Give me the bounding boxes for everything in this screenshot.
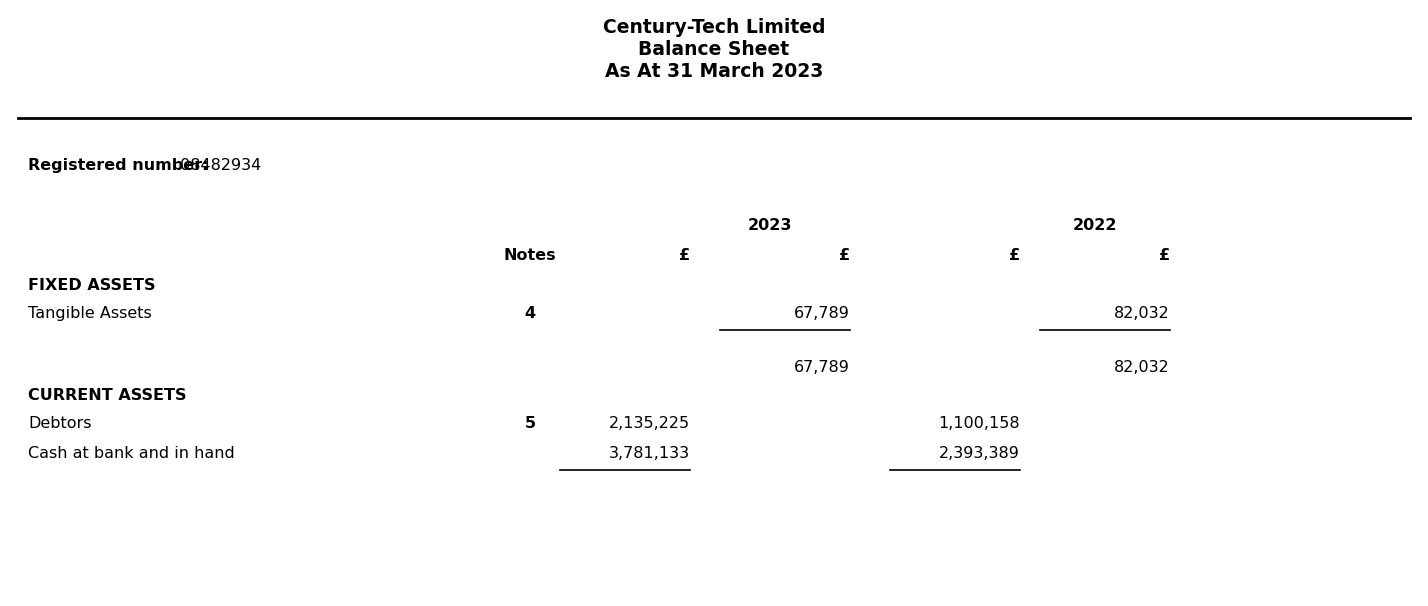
Text: 4: 4 (524, 306, 536, 321)
Text: FIXED ASSETS: FIXED ASSETS (29, 278, 156, 293)
Text: 2,393,389: 2,393,389 (940, 446, 1020, 461)
Text: £: £ (1008, 248, 1020, 263)
Text: £: £ (678, 248, 690, 263)
Text: 08482934: 08482934 (176, 158, 261, 173)
Text: £: £ (838, 248, 850, 263)
Text: Debtors: Debtors (29, 416, 91, 431)
Text: 82,032: 82,032 (1114, 306, 1170, 321)
Text: 2022: 2022 (1072, 218, 1117, 233)
Text: 67,789: 67,789 (794, 306, 850, 321)
Text: £: £ (1158, 248, 1170, 263)
Text: Balance Sheet: Balance Sheet (638, 40, 790, 59)
Text: Tangible Assets: Tangible Assets (29, 306, 151, 321)
Text: 1,100,158: 1,100,158 (938, 416, 1020, 431)
Text: Registered number:: Registered number: (29, 158, 208, 173)
Text: Century-Tech Limited: Century-Tech Limited (603, 18, 825, 37)
Text: 3,781,133: 3,781,133 (608, 446, 690, 461)
Text: 67,789: 67,789 (794, 360, 850, 375)
Text: CURRENT ASSETS: CURRENT ASSETS (29, 388, 187, 403)
Text: 5: 5 (524, 416, 536, 431)
Text: Cash at bank and in hand: Cash at bank and in hand (29, 446, 234, 461)
Text: As At 31 March 2023: As At 31 March 2023 (605, 62, 823, 81)
Text: 2023: 2023 (748, 218, 793, 233)
Text: Notes: Notes (504, 248, 557, 263)
Text: 82,032: 82,032 (1114, 360, 1170, 375)
Text: 2,135,225: 2,135,225 (608, 416, 690, 431)
